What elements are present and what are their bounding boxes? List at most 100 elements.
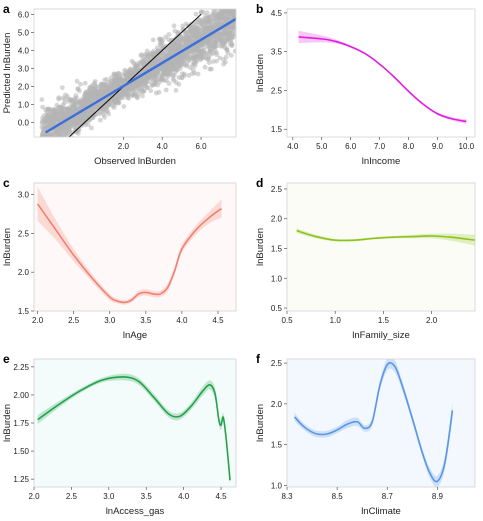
x-axis-title: Observed lnBurden [94, 156, 176, 167]
scatter-point [153, 90, 159, 96]
plot-area [293, 359, 454, 487]
scatter-point [57, 107, 63, 113]
scatter-point [216, 4, 221, 9]
scatter-point [225, 9, 227, 10]
scatter-point [134, 68, 140, 74]
scatter-point [46, 158, 51, 163]
scatter-point [149, 83, 155, 89]
x-tick-label: 4.0 [178, 492, 190, 501]
scatter-point [42, 120, 48, 126]
scatter-point [151, 57, 157, 62]
scatter-point [229, 27, 235, 33]
scatter-point [230, 0, 235, 5]
scatter-point [233, 0, 238, 5]
scatter-point [101, 109, 106, 115]
scatter-point [40, 156, 45, 161]
scatter-point [82, 112, 88, 118]
scatter-point [160, 68, 166, 73]
y-tick-label: 2.5 [271, 359, 283, 368]
y-tick-label: 2.00 [13, 391, 29, 400]
scatter-point [89, 125, 94, 131]
x-tick-label: 6.0 [345, 142, 357, 151]
scatter-point [228, 53, 234, 58]
scatter-point [112, 75, 118, 81]
scatter-point [199, 9, 204, 15]
scatter-point [60, 95, 66, 101]
scatter-point [66, 120, 72, 125]
x-tick-label: 8.0 [403, 142, 415, 151]
scatter-point [45, 107, 50, 113]
scatter-point [58, 138, 63, 143]
scatter-point [173, 88, 179, 93]
scatter-point [50, 141, 55, 146]
scatter-point [54, 142, 59, 147]
y-tick-label: 6.0 [18, 10, 30, 19]
scatter-point [117, 92, 122, 98]
x-tick-label: 10.0 [459, 142, 475, 151]
scatter-point [53, 138, 58, 143]
scatter-point [206, 1, 211, 6]
x-tick-label: 4.0 [176, 316, 188, 325]
x-tick-label: 7.0 [374, 142, 386, 151]
y-tick-label: 1.75 [13, 419, 29, 428]
x-axis-title: lnFamily_size [352, 330, 410, 341]
scatter-point [232, 0, 237, 3]
scatter-point [218, 4, 223, 9]
x-tick-label: 4.5 [212, 316, 224, 325]
scatter-point [166, 68, 172, 74]
scatter-point [175, 66, 180, 72]
scatter-point [78, 81, 83, 87]
scatter-point [49, 140, 54, 145]
scatter-point [47, 148, 52, 153]
panel-a: 2.0 4.0 6.0 0.0 1.0 2.0 3.0 4.0 5.0 6.0 Observed l… [2, 0, 238, 167]
x-tick-label: 2.5 [68, 316, 80, 325]
scatter-point [226, 36, 232, 41]
scatter-point [120, 72, 126, 78]
scatter-point [44, 139, 49, 144]
scatter-point [217, 2, 222, 7]
plot-area [37, 373, 231, 485]
plot-area [298, 30, 467, 124]
scatter-point [62, 100, 68, 105]
panel-f: 8.3 8.5 8.7 8.9 1.0 1.5 2.0 2.5 lnClimate lnBurde… [255, 352, 476, 517]
y-axis-title: lnBurden [255, 54, 266, 92]
scatter-point [136, 86, 142, 92]
scatter-point [185, 40, 191, 46]
scatter-point [209, 40, 215, 46]
x-axis-title: lnAge [123, 330, 147, 341]
scatter-point [56, 143, 61, 148]
x-tick-label: 2.0 [28, 492, 40, 501]
scatter-point [49, 145, 54, 150]
scatter-point [200, 27, 205, 32]
scatter-point [58, 145, 63, 150]
scatter-point [210, 59, 216, 64]
scatter-point [207, 49, 213, 55]
scatter-point [82, 80, 88, 86]
y-tick-label: 3.0 [18, 64, 30, 73]
scatter-point [215, 10, 221, 16]
y-tick-label: 2.0 [18, 268, 30, 277]
scatter-point [41, 153, 46, 158]
scatter-point [40, 144, 45, 149]
scatter-point [220, 4, 225, 9]
scatter-point [74, 78, 80, 84]
x-tick-label: 2.0 [32, 316, 44, 325]
scatter-point [42, 141, 47, 146]
scatter-point [44, 139, 49, 144]
scatter-point [116, 82, 121, 88]
scatter-point [47, 150, 52, 155]
y-tick-label: 2.25 [13, 363, 29, 372]
panel-c: 2.0 2.5 3.0 3.5 4.0 4.51.52.02.53.0lnAgelnBur… [2, 176, 237, 341]
scatter-point [65, 138, 70, 143]
scatter-point [196, 30, 202, 36]
scatter-point [174, 58, 179, 64]
scatter-point [97, 117, 103, 123]
plot-area [39, 0, 238, 163]
plot-area [36, 186, 223, 305]
y-axis-title: lnBurden [255, 228, 266, 266]
scatter-point [92, 79, 98, 84]
scatter-point [43, 150, 48, 155]
scatter-point [163, 72, 169, 78]
scatter-point [49, 111, 55, 117]
scatter-point [150, 37, 156, 43]
